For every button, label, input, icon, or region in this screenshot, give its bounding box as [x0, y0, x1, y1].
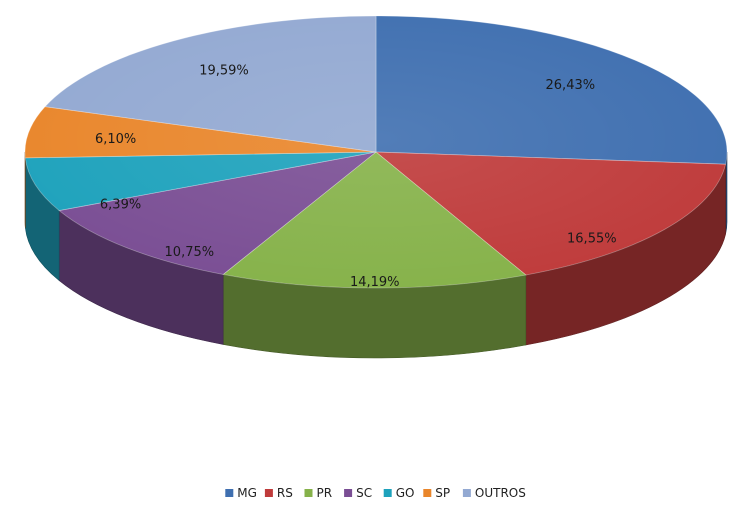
legend-label-outros: OUTROS — [475, 486, 526, 500]
data-label-outros: 19,59% — [199, 64, 249, 79]
legend-swatch-mg — [225, 489, 234, 497]
legend-label-sp: SP — [435, 486, 450, 500]
legend-swatch-rs — [264, 489, 273, 497]
legend-swatch-outros — [462, 489, 471, 497]
legend-label-pr: PR — [317, 486, 333, 500]
legend-label-go: GO — [396, 486, 415, 500]
legend-label-sc: SC — [356, 486, 372, 500]
data-label-mg: 26,43% — [546, 78, 596, 93]
data-label-pr: 14,19% — [350, 275, 400, 290]
data-label-sp: 6,10% — [95, 132, 136, 147]
legend: MG RS PR SC GO SP OUTROS — [225, 486, 526, 500]
pie-side-walls — [24, 151, 728, 359]
data-label-rs: 16,55% — [567, 231, 617, 246]
data-label-sc: 10,75% — [165, 245, 215, 260]
legend-swatch-go — [383, 489, 392, 497]
data-label-go: 6,39% — [100, 198, 141, 213]
slice-labels: 26,43% 16,55% 14,19% 10,75% 6,39% 6,10% 19,59% — [95, 64, 617, 290]
legend-swatch-sc — [344, 489, 353, 497]
legend-swatch-pr — [304, 489, 313, 497]
legend-swatch-sp — [423, 489, 432, 497]
pie-slices — [24, 15, 728, 289]
legend-label-rs: RS — [277, 486, 293, 500]
pie-top-highlight — [25, 16, 727, 288]
legend-label-mg: MG — [237, 486, 257, 500]
